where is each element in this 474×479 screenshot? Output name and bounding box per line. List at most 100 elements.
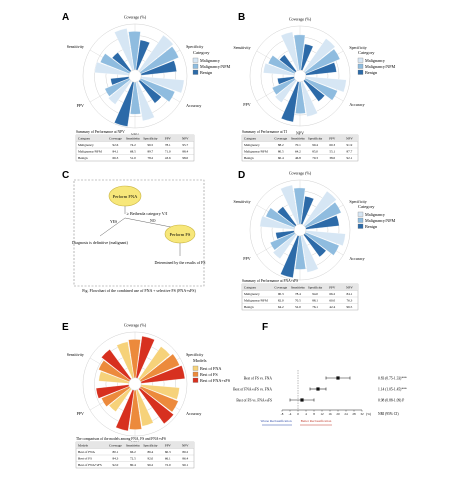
x-tick-label: 4 <box>305 412 307 416</box>
table-cell: 46.8 <box>295 156 301 160</box>
legend-item: Best of FS <box>200 372 218 377</box>
x-tick-label: 20 <box>336 412 340 416</box>
legend-swatch <box>192 365 199 371</box>
table-cell: 96.2 <box>147 463 153 467</box>
axis-label: Coverage (%) <box>289 17 312 22</box>
table-header-cell: PPV <box>165 444 172 448</box>
x-tick-label: 28 <box>352 412 356 416</box>
table-header-cell: Sensitivity <box>126 444 140 448</box>
radial-chart-a: Coverage (%) Specificity Accuracy NPV PPV Sen… <box>67 15 204 138</box>
table-cell: 60.0 <box>329 299 335 303</box>
legend-swatch <box>357 217 364 223</box>
table-header-cell: PPV <box>329 137 336 141</box>
table-header-cell: Specificity <box>308 137 323 141</box>
connector-no <box>124 217 177 229</box>
legend-title: Models <box>193 358 207 363</box>
ci-text: 0.98 (0.88-1.09) P <box>378 399 404 403</box>
table-cell: 84.3 <box>113 457 119 461</box>
table-caption: Summary of Performance at FNA+sFS <box>242 279 298 283</box>
forest-plot: Best of FS vs. FNA 0.83 (0.75-1.33)*** Bes… <box>233 370 407 426</box>
legend-item: Malignancy <box>365 212 386 217</box>
table-caption: Summary of Performance at NPV <box>76 130 125 134</box>
table-cell: 88.4 <box>182 150 188 154</box>
table-cell: 78.1 <box>165 143 171 147</box>
table-cell: 52.0 <box>295 305 301 309</box>
panel-e: E Coverage (%) Specificity Accuracy NPV PPV S… <box>62 322 231 469</box>
flowchart-frame <box>73 179 205 287</box>
table-header-cell: NPV <box>346 286 353 290</box>
table-cell: 89.7 <box>147 150 153 154</box>
table-cell: 76.3 <box>347 299 353 303</box>
axis-label: Sensitivity <box>234 199 251 204</box>
table-cell: 98.0 <box>182 156 188 160</box>
axis-label: Specificity <box>349 199 366 204</box>
node-start-label: Perform FNA <box>113 194 139 199</box>
panel-d: D Coverage (%)SpecificityAccuracyNPVPPVS… <box>234 170 396 311</box>
legend-title: Category <box>358 50 375 55</box>
table-cell: 80.5 <box>278 150 284 154</box>
table-b: Summary of Performance at TI Category Cove… <box>241 130 359 162</box>
left-note: Worse Reclassification <box>260 419 291 423</box>
table-header-cell: PPV <box>329 286 336 290</box>
axis-label: Accuracy <box>186 411 201 416</box>
node-fs-label: Perform FS <box>170 232 191 237</box>
table-e: The comparison of the models among FNA, … <box>75 437 195 469</box>
panel-letter-f: F <box>262 322 268 333</box>
table-header-cell: PPV <box>165 137 172 141</box>
table-header-cell: Models <box>78 444 89 448</box>
axis-label: Coverage (%) <box>124 15 147 20</box>
table-header-cell: NPV <box>346 137 353 141</box>
table-cell: 95.7 <box>182 143 188 147</box>
panel-letter-a: A <box>62 12 69 23</box>
table-header-bg <box>76 442 194 449</box>
axis-label: Sensitivity <box>67 44 84 49</box>
axis-label: Accuracy <box>349 102 364 107</box>
panel-letter-e: E <box>62 322 69 333</box>
table-cell: 38.0 <box>329 156 335 160</box>
yes-label: YES <box>110 220 117 224</box>
legend-item: Benign <box>365 70 378 75</box>
forest-row-label: Best of FS vs. FNA <box>244 377 273 381</box>
panel-letter-b: B <box>238 12 245 23</box>
table-cell: 92.1 <box>347 156 353 160</box>
table-header-cell: Category <box>78 137 90 141</box>
table-cell: Malignancy/NFM <box>78 150 102 154</box>
table-cell: 70.3 <box>312 156 318 160</box>
axis-label: Accuracy <box>349 256 364 261</box>
legend-swatch <box>357 63 364 69</box>
table-header-cell: Coverage <box>274 137 287 141</box>
table-cell: 66.3 <box>113 156 119 160</box>
center-hole <box>293 69 307 83</box>
x-tick-label: -8 <box>281 412 284 416</box>
table-cell: 71.0 <box>165 150 171 154</box>
legend-item: Best of FNA+sFS <box>200 378 231 383</box>
legend-swatch <box>192 63 199 69</box>
table-cell: 90.4 <box>312 143 318 147</box>
legend-item: Malignancy/NFM <box>365 64 396 69</box>
axis-label: Sensitivity <box>234 45 251 50</box>
legend-swatch <box>357 223 364 229</box>
x-tick-label: 32 <box>360 412 364 416</box>
table-cell: 90.3 <box>278 292 284 296</box>
ci-text: 0.83 (0.75-1.33)*** <box>378 377 407 381</box>
table-cell: 43.6 <box>165 156 171 160</box>
table-cell: 96.5 <box>347 305 353 309</box>
ci-header: NRI (95% CI) <box>378 412 399 416</box>
table-header-cell: NPV <box>182 444 189 448</box>
point-estimate <box>300 398 304 402</box>
table-header-bg <box>76 135 194 142</box>
table-cell: 42.4 <box>329 305 335 309</box>
table-cell: 70.1 <box>295 143 301 147</box>
axis-label: Specificity <box>186 352 203 357</box>
panel-letter-c: C <box>62 170 69 181</box>
axis-label: Specificity <box>349 45 366 50</box>
table-cell: 94.0 <box>312 292 318 296</box>
radial-chart-e: Coverage (%) Specificity Accuracy NPV PPV Sen… <box>67 323 204 446</box>
table-cell: 92.0 <box>147 457 153 461</box>
table-cell: 82.0 <box>278 299 284 303</box>
left-outcome: Diagnosis is definitive (malignant) <box>72 240 128 245</box>
table-cell: 96.5 <box>147 143 153 147</box>
table-cell: 60.3 <box>165 450 171 454</box>
